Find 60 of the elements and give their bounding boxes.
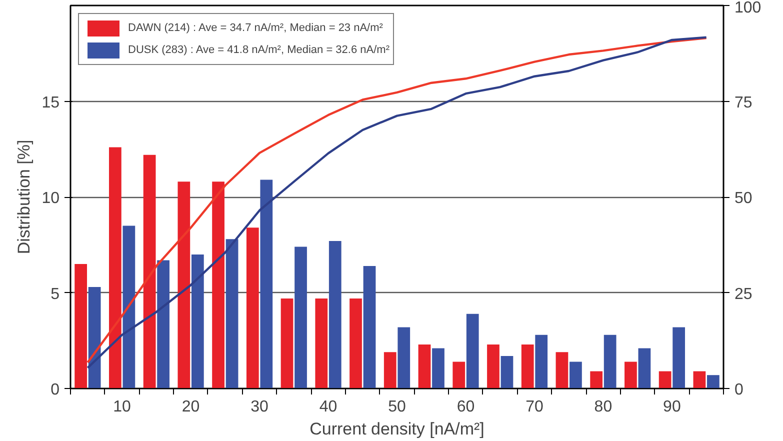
x-tick-label: 50 [388, 398, 406, 416]
bar [260, 180, 273, 388]
bar [280, 298, 294, 388]
bar [315, 298, 328, 388]
y2-tick-label: 50 [734, 190, 752, 207]
bar [246, 228, 259, 388]
bar [294, 246, 307, 388]
y2-tick-label: 100 [734, 0, 762, 16]
x-axis-title: Current density [nA/m²] [310, 420, 484, 438]
x-tick-label: 90 [663, 398, 681, 416]
y-tick-label: 0 [50, 382, 60, 398]
legend-label: DAWN (214) : Ave = 34.7 nA/m², Median = 23 nA/m² [128, 22, 383, 34]
bar [432, 348, 444, 388]
bar [658, 371, 672, 388]
bar [707, 375, 720, 388]
x-tick-label: 60 [456, 398, 475, 416]
bar [570, 362, 582, 388]
bar [624, 362, 637, 388]
y2-tick-label: 75 [734, 94, 752, 112]
bar [74, 264, 87, 388]
bar [672, 327, 686, 388]
bar [363, 266, 376, 388]
bar [418, 344, 431, 388]
x-tick-label: 20 [182, 398, 200, 416]
legend-label: DUSK (283) : Ave = 41.8 nA/m², Median = 32.6 nA/m² [128, 44, 390, 56]
x-tick-label: 40 [319, 398, 338, 416]
bar [638, 348, 651, 388]
y2-tick-label: 0 [734, 382, 744, 398]
bar [535, 334, 548, 388]
bar [398, 327, 410, 388]
x-tick-label: 30 [250, 398, 269, 416]
y-axis-title: Distribution [%] [14, 140, 34, 254]
bar [212, 182, 224, 388]
bar [328, 241, 342, 388]
bar [88, 287, 101, 388]
bar [693, 371, 706, 388]
bar [350, 298, 362, 388]
bar [384, 352, 396, 388]
y-tick-label: 5 [50, 286, 60, 303]
bar [500, 356, 514, 388]
x-tick-label: 10 [113, 398, 132, 416]
bar [466, 314, 479, 388]
bar [191, 254, 204, 388]
bar [143, 154, 156, 388]
y-tick-label: 10 [42, 190, 60, 207]
bar [604, 334, 616, 388]
bar [157, 260, 170, 388]
y-tick-label: 15 [42, 94, 60, 112]
bar [556, 352, 568, 388]
bar [178, 182, 190, 388]
bar [452, 362, 466, 388]
bar [122, 226, 136, 388]
bar [521, 344, 534, 388]
y2-tick-label: 25 [734, 286, 752, 303]
bar [590, 371, 603, 388]
bar [487, 344, 500, 388]
x-tick-label: 70 [526, 398, 544, 416]
x-tick-label: 80 [594, 398, 612, 416]
bar [108, 147, 122, 388]
bar [226, 239, 238, 388]
